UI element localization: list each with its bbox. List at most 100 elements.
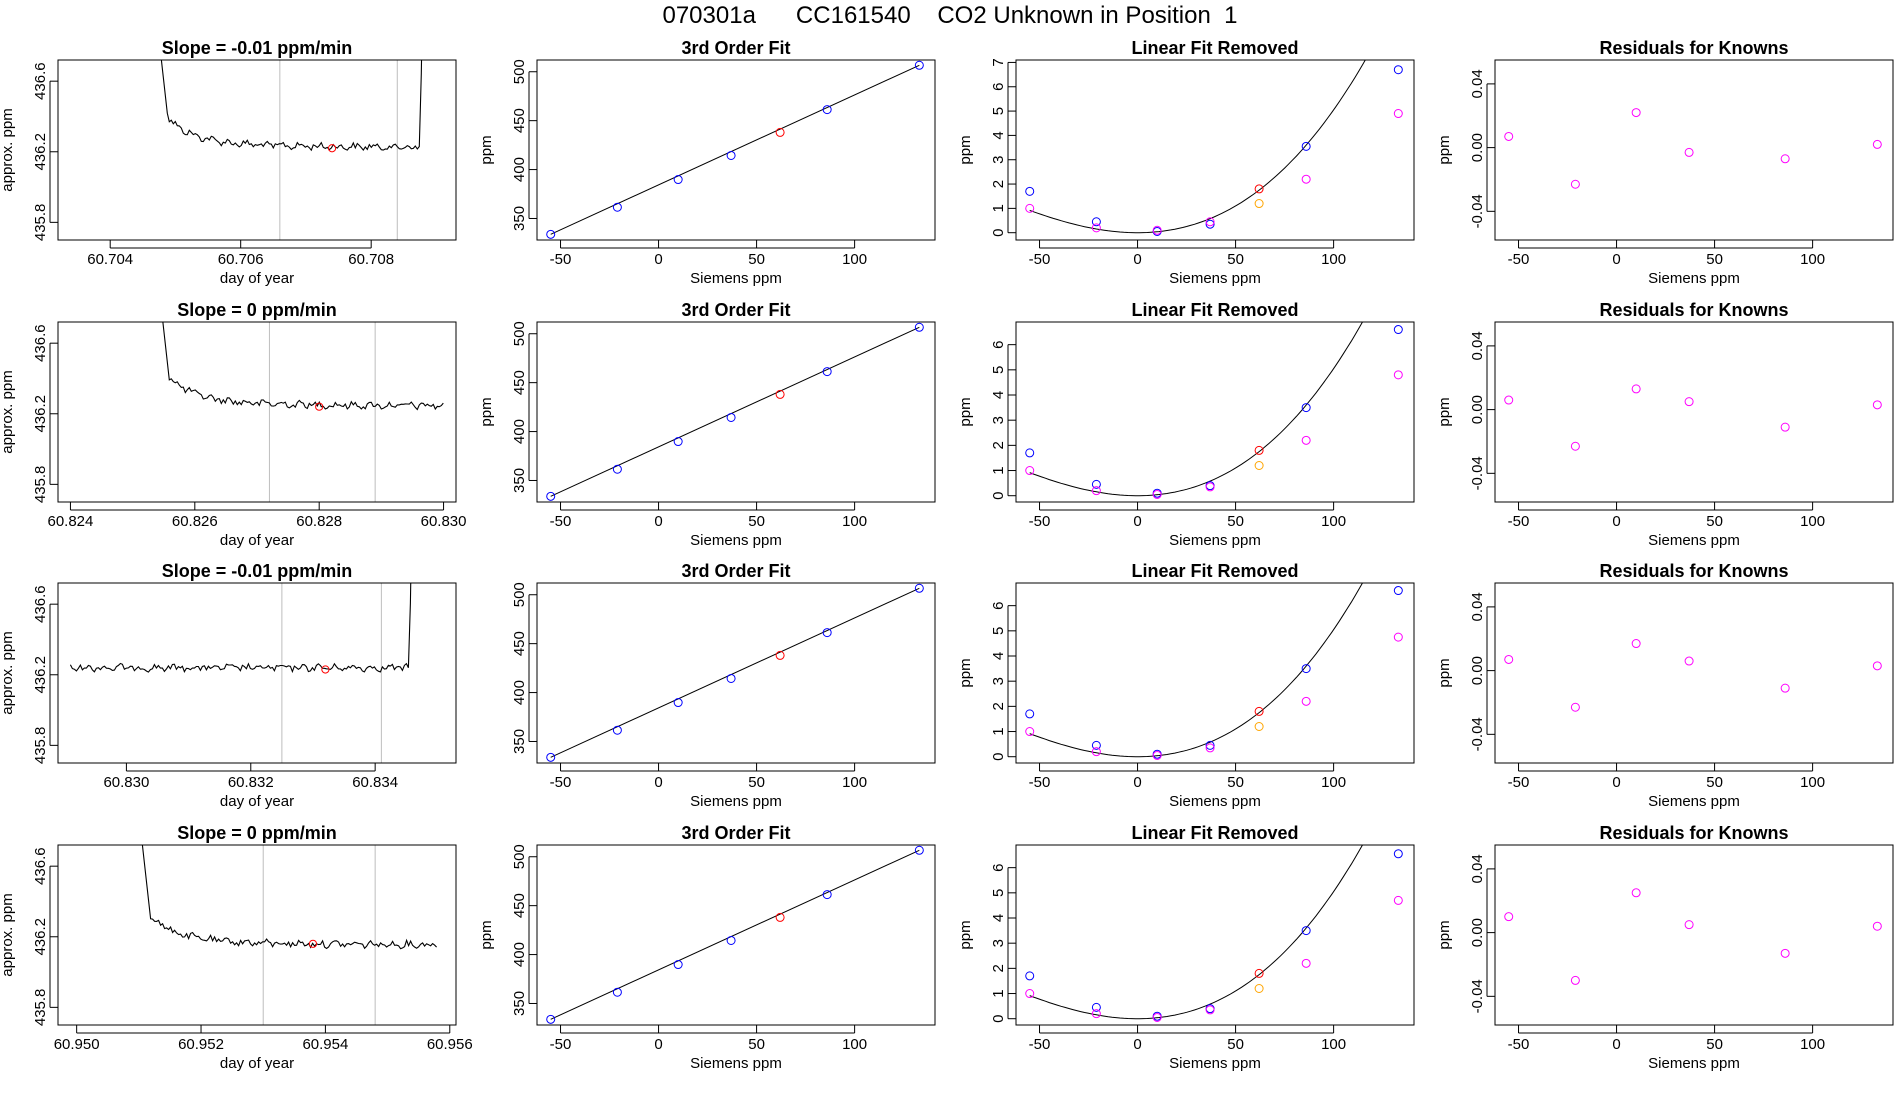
x-tick-label: 50	[748, 774, 765, 791]
fit-curve	[1029, 845, 1364, 1020]
x-axis-label: Siemens ppm	[1169, 1055, 1261, 1072]
chart-r2c1: Slope = 0 ppm/min 60.824 60.826 60.828 60.83…	[0, 300, 467, 549]
data-point-known	[1091, 479, 1101, 489]
y-tick-label: 5	[990, 366, 1007, 374]
x-tick-label: 60.950	[54, 1036, 100, 1053]
chart-r1c2: 3rd Order Fit -50 0 50 100 Siemens ppm 350 400 4…	[478, 38, 936, 287]
chart-title: Slope = -0.01 ppm/min	[162, 561, 353, 581]
data-point-known	[822, 628, 832, 638]
plot-frame	[1015, 321, 1415, 503]
data-point-curvature	[1684, 920, 1694, 930]
current-point	[321, 665, 330, 674]
y-tick-label: 1	[990, 989, 1007, 997]
data-point-curvature	[1631, 888, 1641, 898]
current-point	[308, 939, 318, 948]
plot-frame	[1494, 321, 1894, 503]
data-point-known	[1025, 971, 1035, 981]
x-tick-label: 0	[1133, 513, 1141, 530]
x-tick-label: 100	[1321, 251, 1346, 268]
data-point-known	[914, 322, 924, 332]
x-tick-label: 0	[654, 1036, 662, 1053]
data-point-curvature	[1205, 217, 1215, 227]
x-tick-label: 100	[842, 251, 867, 268]
chart-title: Residuals for Knowns	[1599, 38, 1788, 58]
data-point-known	[673, 698, 683, 708]
data-point-curvature	[1393, 109, 1403, 119]
x-tick-label: 60.952	[178, 1036, 224, 1053]
y-tick-label: 400	[511, 419, 528, 444]
data-point-unknown	[775, 912, 785, 922]
x-tick-label: -50	[550, 251, 572, 268]
data-point-curvature	[1780, 948, 1790, 958]
data-point-curvature	[1872, 400, 1882, 410]
data-point-curvature	[1091, 486, 1101, 496]
y-tick-label: 7	[990, 58, 1007, 66]
x-axis-label: Siemens ppm	[1648, 1055, 1740, 1072]
x-tick-label: 50	[1706, 513, 1723, 530]
data-trace	[160, 60, 423, 152]
x-tick-label: -50	[1508, 1036, 1530, 1053]
y-tick-label: 0.00	[1469, 918, 1486, 947]
y-tick-label: 0.04	[1469, 854, 1486, 883]
x-tick-label: 0	[1612, 251, 1620, 268]
plot-frame	[57, 844, 457, 1026]
data-point-curvature	[1025, 466, 1035, 476]
data-point-known	[1393, 849, 1403, 859]
chart-r4c2: 3rd Order Fit -50 0 50 100 Siemens ppm 350 400 4…	[478, 823, 936, 1072]
data-point-curvature	[1504, 654, 1514, 664]
x-tick-label: 100	[842, 774, 867, 791]
chart-r4c3: Linear Fit Removed -50 0 50 100 Siemens ppm 0 1…	[957, 823, 1415, 1072]
chart-r3c2: 3rd Order Fit -50 0 50 100 Siemens ppm 350 400 4…	[511, 561, 936, 810]
chart-title: Linear Fit Removed	[1131, 561, 1298, 581]
y-tick-label: 436.6	[32, 62, 49, 100]
data-point-curvature	[1570, 702, 1580, 712]
x-tick-label: 50	[748, 1036, 765, 1053]
x-axis-label: day of year	[220, 532, 294, 549]
x-tick-label: 0	[1133, 251, 1141, 268]
current-point	[327, 144, 337, 153]
data-point-known	[612, 202, 622, 212]
x-tick-label: 0	[1133, 774, 1141, 791]
y-tick-label: 6	[990, 83, 1007, 91]
data-point-curvature	[1504, 131, 1514, 141]
x-tick-label: 100	[842, 1036, 867, 1053]
x-tick-label: 100	[1800, 251, 1825, 268]
y-axis-label: ppm	[1436, 920, 1453, 949]
y-tick-label: 3	[990, 677, 1007, 685]
x-tick-label: 60.708	[348, 251, 394, 268]
fit-line	[550, 326, 920, 497]
y-tick-label: 3	[990, 416, 1007, 424]
x-tick-label: 60.706	[218, 251, 264, 268]
data-point-unknown	[1254, 968, 1264, 978]
y-axis-label: ppm	[957, 920, 974, 949]
y-tick-label: 436.6	[32, 847, 49, 885]
chart-title: Linear Fit Removed	[1131, 38, 1298, 58]
data-point-offset	[1254, 460, 1264, 470]
data-point-known	[1025, 709, 1035, 719]
plot-area	[546, 845, 924, 1024]
chart-r2c4: Residuals for Knowns -50 0 50 100 Siemens ppm…	[1436, 300, 1894, 549]
y-tick-label: 450	[511, 108, 528, 133]
data-point-known	[612, 725, 622, 735]
plot-area	[546, 322, 924, 501]
y-tick-label: 4	[990, 131, 1007, 139]
plot-frame	[57, 59, 457, 241]
chart-r4c4: Residuals for Knowns -50 0 50 100 Siemens ppm…	[1436, 823, 1894, 1072]
data-point-curvature	[1872, 139, 1882, 149]
x-tick-label: -50	[1029, 251, 1051, 268]
data-point-curvature	[1205, 743, 1215, 753]
y-tick-label: 436.2	[32, 133, 49, 171]
data-point-known	[726, 150, 736, 160]
y-tick-label: 400	[511, 942, 528, 967]
data-point-known	[673, 437, 683, 447]
x-tick-label: 100	[1800, 513, 1825, 530]
fit-curve	[1029, 322, 1364, 497]
x-tick-label: 60.704	[87, 251, 133, 268]
data-point-curvature	[1780, 422, 1790, 432]
data-point-offset	[1254, 721, 1264, 731]
data-point-known	[1393, 586, 1403, 596]
y-tick-label: 500	[511, 321, 528, 346]
x-axis-label: Siemens ppm	[690, 793, 782, 810]
x-tick-label: 0	[1612, 1036, 1620, 1053]
y-tick-label: 350	[511, 468, 528, 493]
